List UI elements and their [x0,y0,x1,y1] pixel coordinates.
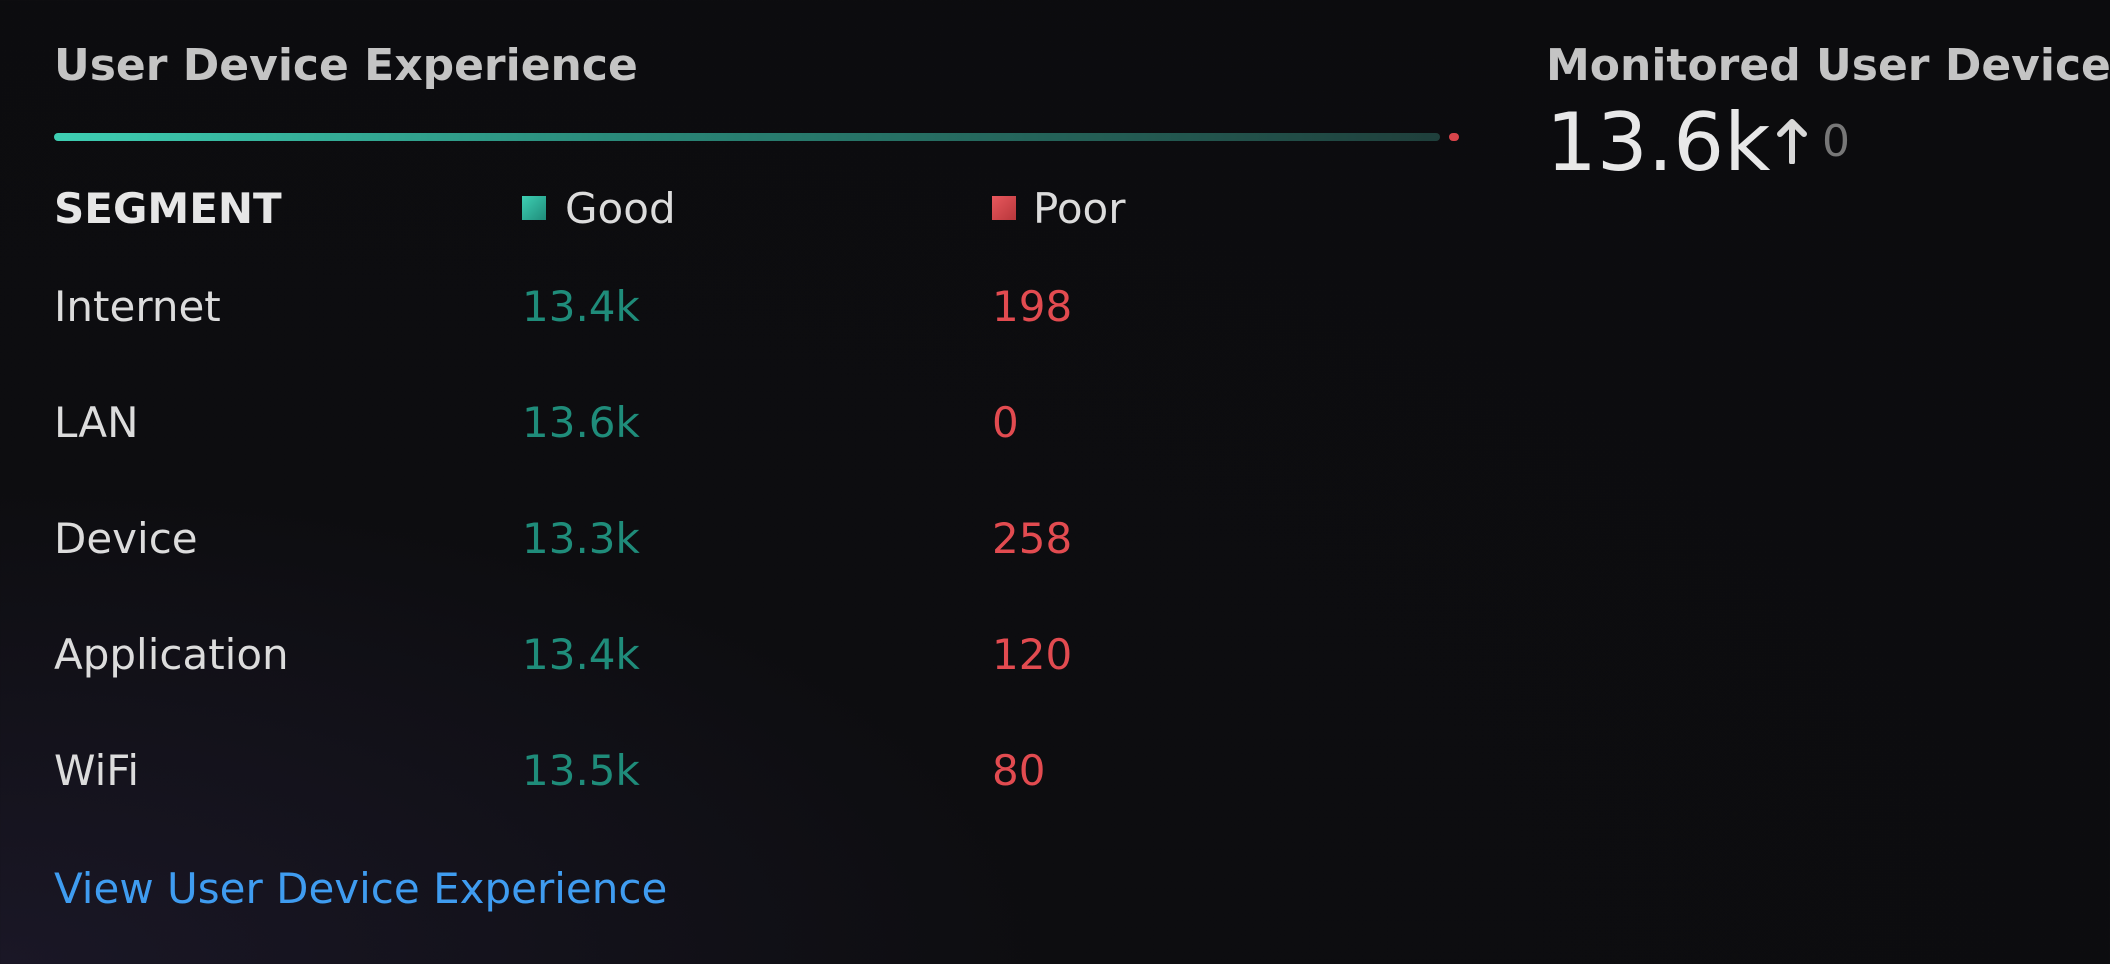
summary-title: Monitored User Devices [1546,40,2110,91]
good-count: 13.4k [522,630,640,679]
poor-count: 258 [992,514,1073,563]
header-segment: SEGMENT [54,184,282,233]
card-title: User Device Experience [54,40,638,91]
summary-change: 0 [1822,116,1850,167]
header-poor: Poor [1033,184,1126,233]
poor-count: 120 [992,630,1073,679]
good-count: 13.5k [522,746,640,795]
good-count: 13.4k [522,282,640,331]
up-arrow-icon [1777,119,1807,164]
poor-bar [1449,133,1459,141]
good-count: 13.3k [522,514,640,563]
experience-bar [54,133,1440,141]
poor-count: 198 [992,282,1073,331]
segment-name: LAN [54,398,139,447]
view-link[interactable]: View User Device Experience [54,864,668,913]
segment-name: WiFi [54,746,140,795]
segment-name: Internet [54,282,221,331]
poor-count: 0 [992,398,1019,447]
good-swatch [522,196,546,220]
poor-count: 80 [992,746,1046,795]
good-count: 13.6k [522,398,640,447]
segment-name: Device [54,514,198,563]
segment-name: Application [54,630,289,679]
header-good: Good [565,184,676,233]
poor-swatch [992,196,1016,220]
summary-value: 13.6k [1546,96,1771,189]
